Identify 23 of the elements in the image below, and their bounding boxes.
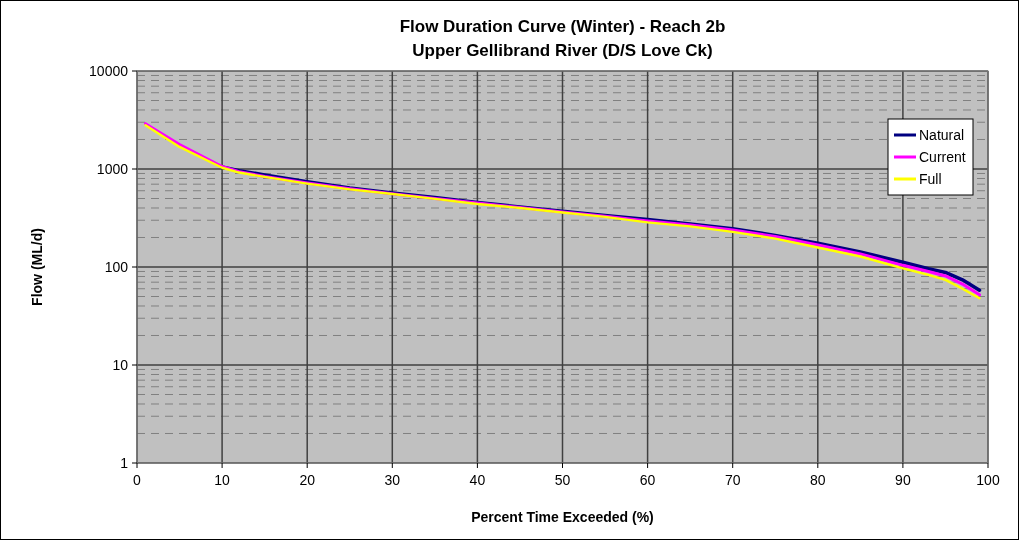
y-tick-label: 10000 (89, 63, 129, 79)
chart-subtitle: Upper Gellibrand River (D/S Love Ck) (412, 41, 713, 60)
y-tick-label: 1 (120, 455, 129, 471)
chart-title: Flow Duration Curve (Winter) - Reach 2b (399, 17, 726, 36)
x-tick-label: 100 (976, 472, 1000, 488)
y-tick-label: 1000 (96, 161, 129, 177)
y-tick-label: 100 (104, 259, 129, 275)
legend-label: Current (919, 149, 966, 165)
x-tick-label: 50 (554, 472, 571, 488)
x-tick-label: 70 (724, 472, 741, 488)
legend-label: Full (919, 171, 942, 187)
x-tick-label: 0 (133, 472, 142, 488)
legend-label: Natural (919, 127, 965, 143)
x-tick-label: 30 (384, 472, 401, 488)
y-axis-title: Flow (ML/d) (29, 228, 45, 306)
x-tick-label: 40 (469, 472, 486, 488)
y-tick-label: 10 (112, 357, 129, 373)
x-tick-label: 20 (299, 472, 316, 488)
x-axis-title: Percent Time Exceeded (%) (471, 509, 654, 525)
x-tick-label: 90 (895, 472, 911, 488)
x-tick-label: 10 (214, 472, 231, 488)
x-tick-label: 60 (639, 472, 656, 488)
x-tick-label: 80 (810, 472, 826, 488)
